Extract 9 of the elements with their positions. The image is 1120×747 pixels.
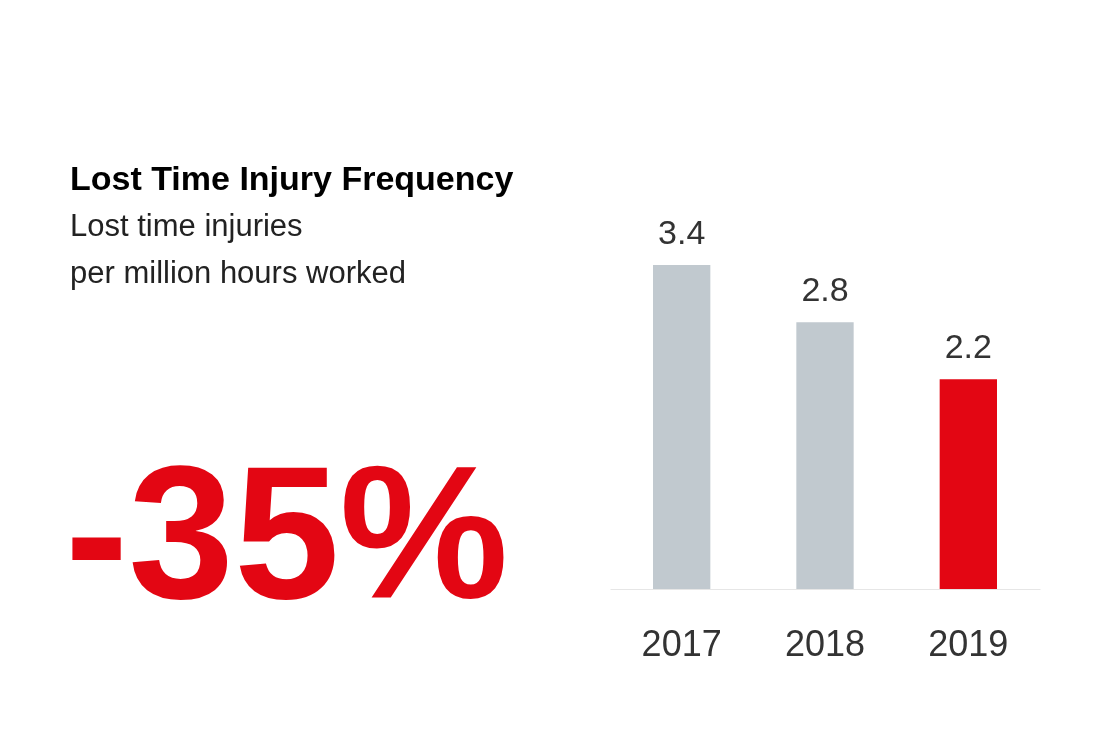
data-label: 3.4: [658, 213, 706, 251]
x-tick-label: 2017: [641, 622, 722, 664]
data-label: 2.2: [944, 327, 992, 366]
data-label: 2.8: [801, 270, 849, 309]
x-tick-label: 2019: [928, 622, 1009, 664]
text: -35%: [65, 426, 509, 638]
text: Lost Time Injury Frequency: [70, 159, 514, 197]
x-tick-label: 2018: [784, 622, 866, 664]
text: Lost time injuries per million hours worked: [70, 208, 406, 290]
